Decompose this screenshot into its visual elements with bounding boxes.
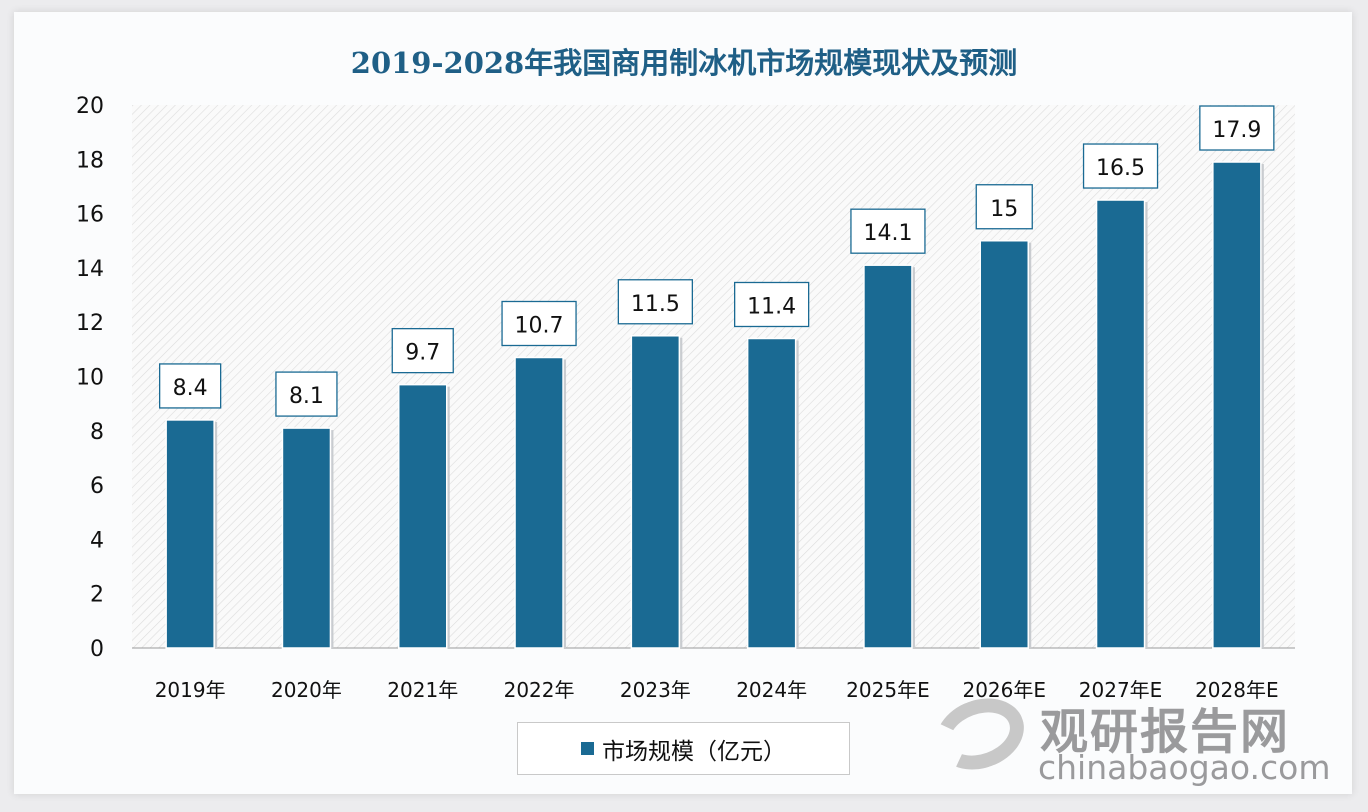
x-tick-label: 2028年E	[1195, 678, 1279, 702]
bar	[979, 240, 1029, 649]
x-tick-label: 2026年E	[962, 678, 1046, 702]
data-label: 9.7	[405, 341, 440, 366]
x-tick-label: 2024年	[736, 678, 807, 702]
data-label-box	[975, 184, 1033, 230]
data-label-box	[391, 327, 454, 374]
data-label: 15	[990, 197, 1018, 222]
x-tick-label: 2025年E	[846, 678, 930, 702]
data-label-box	[734, 281, 810, 328]
data-label: 14.1	[863, 221, 912, 246]
y-tick-label: 4	[90, 528, 104, 553]
y-tick-label: 12	[76, 311, 104, 336]
bar	[863, 264, 913, 649]
data-label-box	[501, 300, 577, 347]
x-tick-label: 2027年E	[1079, 678, 1163, 702]
data-label: 16.5	[1096, 156, 1145, 181]
y-tick-label: 10	[76, 366, 104, 391]
legend: 市场规模（亿元）	[517, 722, 850, 775]
bar	[1095, 199, 1146, 649]
x-tick-label: 2019年	[155, 678, 226, 702]
data-label-box	[275, 371, 338, 417]
bar	[746, 337, 797, 649]
legend-swatch	[581, 742, 594, 755]
data-label-box	[1082, 143, 1159, 189]
chart-title: 2019-2028年我国商用制冰机市场规模现状及预测	[350, 46, 1018, 80]
bar	[165, 419, 215, 649]
bar	[1212, 161, 1262, 649]
bar	[398, 383, 448, 649]
legend-label: 市场规模（亿元）	[602, 738, 786, 765]
data-label: 8.1	[289, 384, 324, 409]
watermark-en: chinabaogao.com	[1038, 748, 1331, 787]
data-label: 10.7	[515, 313, 564, 338]
watermark-cn: 观研报告网	[1040, 704, 1291, 760]
data-label: 11.4	[747, 294, 796, 319]
data-label-box	[850, 208, 926, 254]
bar	[281, 427, 332, 649]
x-tick-label: 2020年	[271, 678, 342, 702]
data-label-box	[617, 279, 693, 325]
bar	[514, 356, 564, 649]
data-label: 17.9	[1212, 118, 1261, 143]
y-tick-label: 16	[76, 203, 104, 228]
data-label: 8.4	[173, 376, 208, 401]
data-label-box	[1199, 105, 1275, 151]
x-tick-label: 2021年	[387, 678, 458, 702]
y-tick-label: 8	[90, 420, 104, 445]
bar	[630, 335, 681, 649]
x-tick-label: 2023年	[620, 678, 691, 702]
y-tick-label: 0	[90, 637, 104, 662]
y-tick-label: 2	[90, 583, 104, 608]
y-tick-label: 18	[76, 148, 104, 173]
y-tick-label: 6	[90, 474, 104, 499]
y-tick-label: 14	[76, 257, 104, 282]
data-label: 11.5	[631, 292, 680, 317]
data-label-box	[158, 363, 222, 409]
x-tick-label: 2022年	[504, 678, 575, 702]
y-tick-label: 20	[76, 94, 104, 119]
